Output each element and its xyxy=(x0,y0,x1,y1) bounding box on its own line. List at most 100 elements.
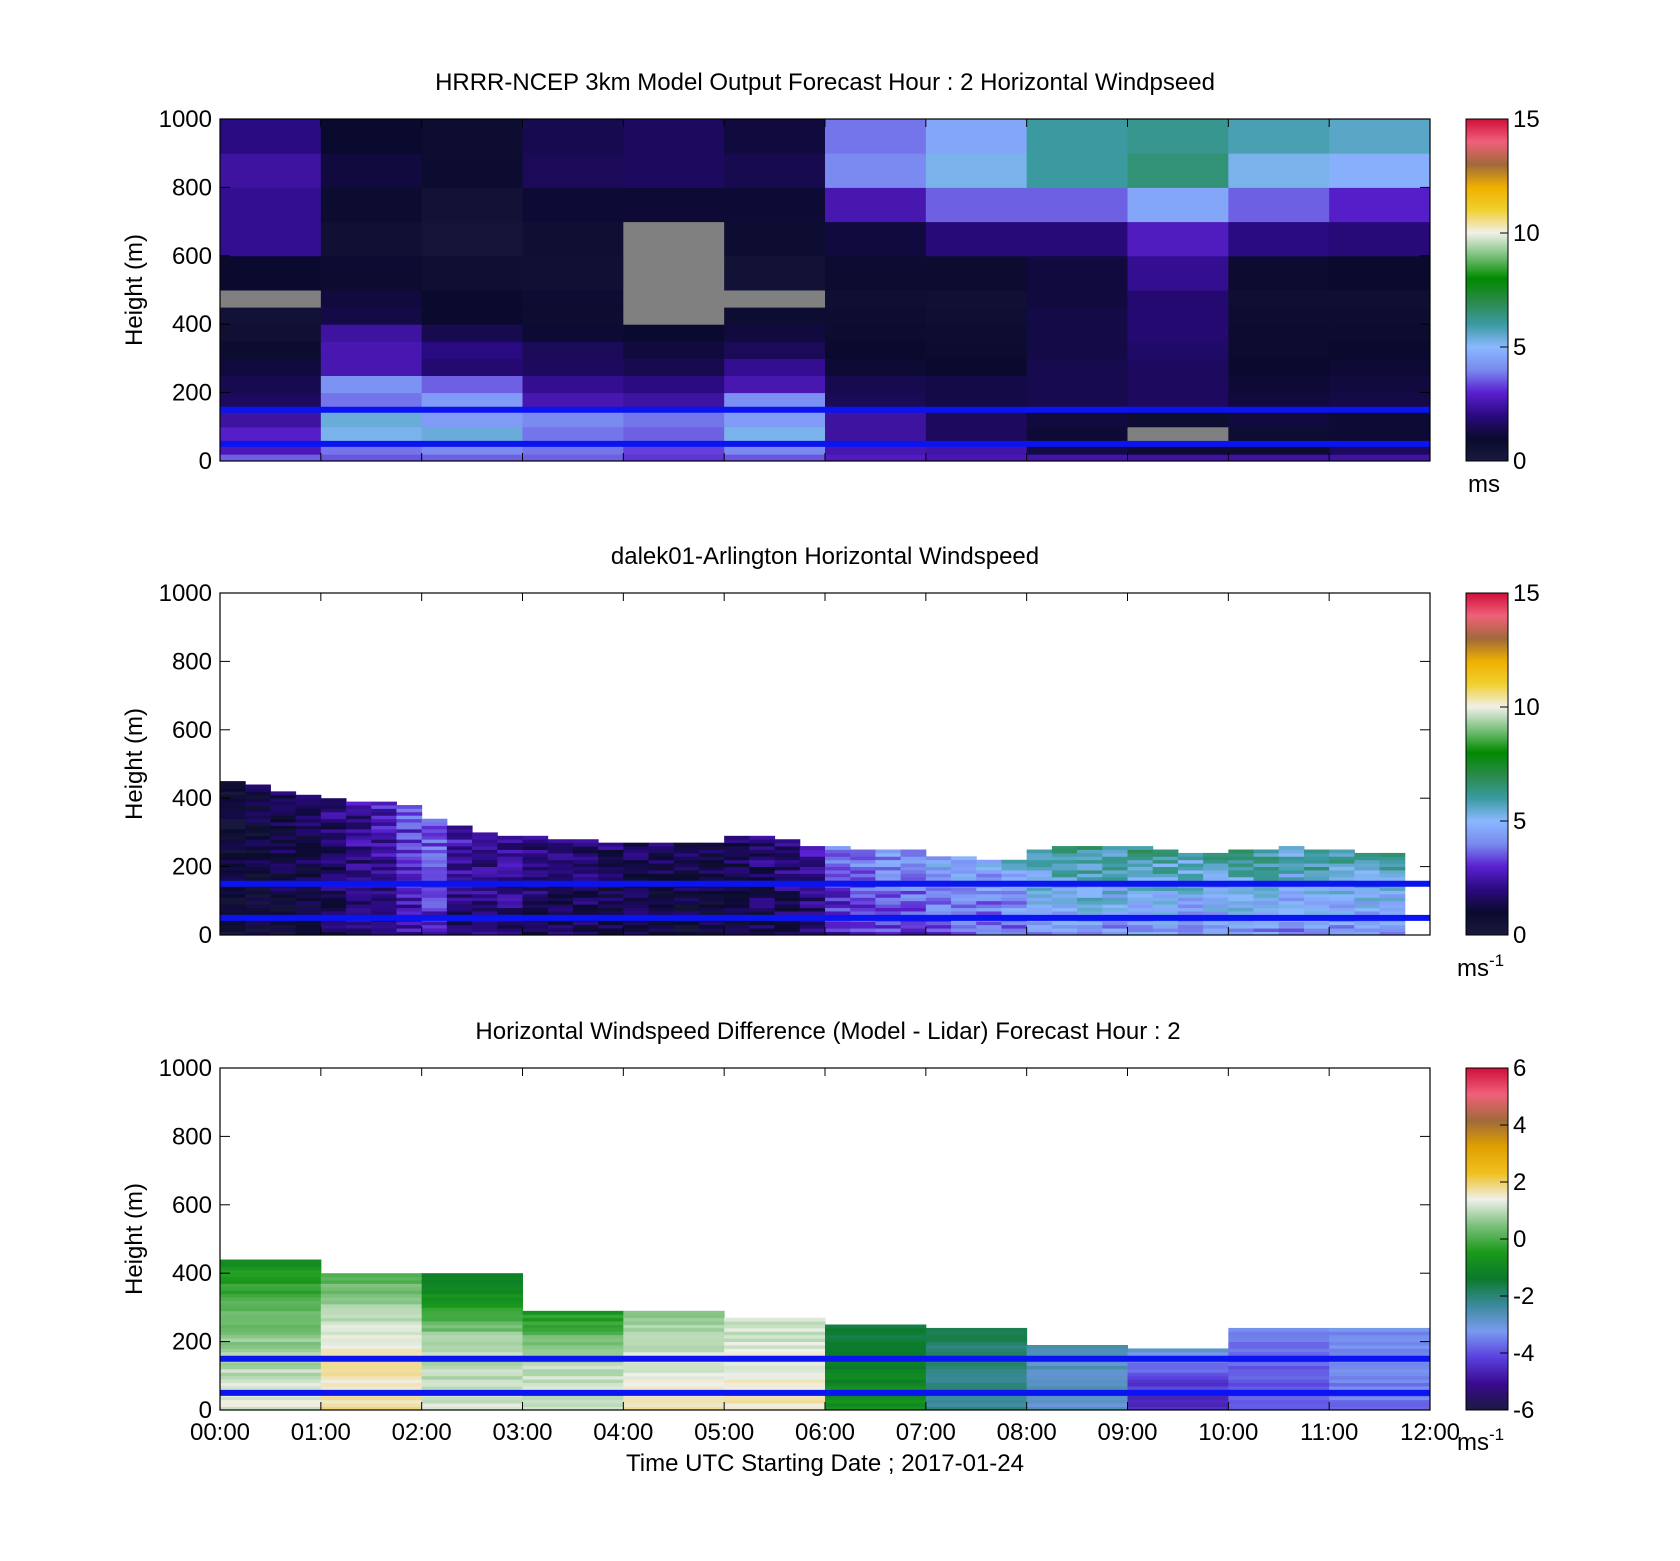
lidar-cell xyxy=(825,890,851,895)
lidar-cell xyxy=(472,873,498,878)
difference-cell xyxy=(421,1297,523,1301)
difference-cell xyxy=(1127,1403,1229,1407)
lidar-cell xyxy=(371,846,397,850)
lidar-cell xyxy=(1001,859,1028,864)
lidar-cell xyxy=(774,924,801,929)
lidar-cell xyxy=(1102,866,1128,871)
lidar-cell xyxy=(295,815,322,820)
difference-cell xyxy=(623,1327,725,1332)
lidar-cell xyxy=(220,815,246,820)
lidar-cell xyxy=(623,897,650,902)
lidar-cell xyxy=(1303,911,1330,915)
difference-cell xyxy=(1127,1396,1229,1401)
lidar-cell xyxy=(1026,900,1053,905)
lidar-cell xyxy=(522,904,549,909)
lidar-cell xyxy=(320,863,347,867)
lidar-cell xyxy=(825,849,851,854)
lidar-cell xyxy=(1127,890,1154,895)
difference-cell xyxy=(1329,1331,1431,1336)
lidar-cell xyxy=(850,852,876,857)
colorbar-tick-label: 2 xyxy=(1513,1169,1526,1196)
difference-cell xyxy=(320,1396,423,1401)
lidar-cell xyxy=(371,866,397,871)
lidar-cell xyxy=(295,873,322,878)
lidar-cell xyxy=(371,924,397,929)
model-cell xyxy=(421,443,523,455)
lidar-cell xyxy=(320,876,347,881)
difference-cell xyxy=(825,1372,927,1377)
lidar-cell xyxy=(976,863,1002,867)
lidar-cell xyxy=(396,928,423,932)
lidar-cell xyxy=(572,842,599,847)
model-cell xyxy=(522,392,624,411)
model-cell xyxy=(320,375,423,394)
difference-cell xyxy=(421,1321,523,1325)
lidar-cell xyxy=(875,887,902,891)
lidar-cell xyxy=(724,911,750,915)
lidar-cell xyxy=(774,928,801,932)
difference-cell xyxy=(522,1314,624,1319)
model-cell xyxy=(1127,454,1229,462)
lidar-cell xyxy=(1228,893,1255,898)
lidar-cell xyxy=(673,863,700,867)
lidar-cell xyxy=(900,876,927,881)
lidar-cell xyxy=(774,900,801,905)
lidar-cell xyxy=(245,852,271,857)
colorbar-tick-label: -4 xyxy=(1513,1340,1534,1367)
difference-cell xyxy=(623,1399,725,1404)
lidar-cell xyxy=(951,893,977,898)
difference-cell xyxy=(320,1372,423,1377)
model-cell xyxy=(925,409,1028,428)
lidar-cell xyxy=(1303,928,1330,932)
colorbar-tick-label: 5 xyxy=(1513,334,1526,361)
model-cell xyxy=(220,443,322,455)
model-cell xyxy=(825,255,927,291)
lidar-cell xyxy=(724,856,750,861)
difference-cell xyxy=(1329,1396,1431,1401)
lidar-cell xyxy=(951,907,977,912)
model-cell xyxy=(825,221,927,257)
lidar-cell xyxy=(749,870,776,874)
lidar-cell xyxy=(951,887,977,891)
difference-cell xyxy=(724,1324,826,1329)
lidar-cell xyxy=(724,924,750,929)
lidar-cell xyxy=(774,907,801,912)
lidar-cell xyxy=(472,893,498,898)
difference-cell xyxy=(421,1348,523,1353)
difference-cell xyxy=(1228,1338,1330,1342)
difference-cell xyxy=(1127,1362,1229,1366)
lidar-cell xyxy=(522,849,549,854)
lidar-cell xyxy=(1177,900,1204,905)
lidar-cell xyxy=(623,904,650,909)
lidar-cell xyxy=(270,907,297,912)
lidar-cell xyxy=(346,825,372,830)
lidar-cell xyxy=(346,808,372,813)
lidar-cell xyxy=(1379,911,1406,915)
y-tick-label: 200 xyxy=(172,854,212,881)
difference-cell xyxy=(825,1375,927,1380)
lidar-cell xyxy=(673,890,700,895)
lidar-cell xyxy=(295,876,322,881)
lidar-cell xyxy=(547,911,574,915)
lidar-cell xyxy=(371,808,397,813)
lidar-cell xyxy=(774,931,801,936)
lidar-cell xyxy=(1077,921,1103,926)
lidar-cell xyxy=(547,893,574,898)
model-cell xyxy=(1228,119,1330,154)
lidar-cell xyxy=(799,849,826,854)
y-tick-label: 400 xyxy=(172,1260,212,1287)
lidar-cell xyxy=(1278,876,1305,881)
lidar-cell xyxy=(1379,863,1406,867)
model-cell xyxy=(623,307,725,325)
lidar-cell xyxy=(951,873,977,878)
lidar-cell xyxy=(1354,866,1381,871)
lidar-cell xyxy=(648,897,675,902)
lidar-cell xyxy=(1354,904,1381,909)
lidar-cell xyxy=(472,849,498,854)
model-cell xyxy=(1026,426,1128,445)
lidar-cell xyxy=(522,900,549,905)
difference-cell xyxy=(825,1345,927,1349)
lidar-cell xyxy=(1001,870,1028,874)
difference-cell xyxy=(1228,1379,1330,1384)
lidar-cell xyxy=(1077,846,1103,850)
